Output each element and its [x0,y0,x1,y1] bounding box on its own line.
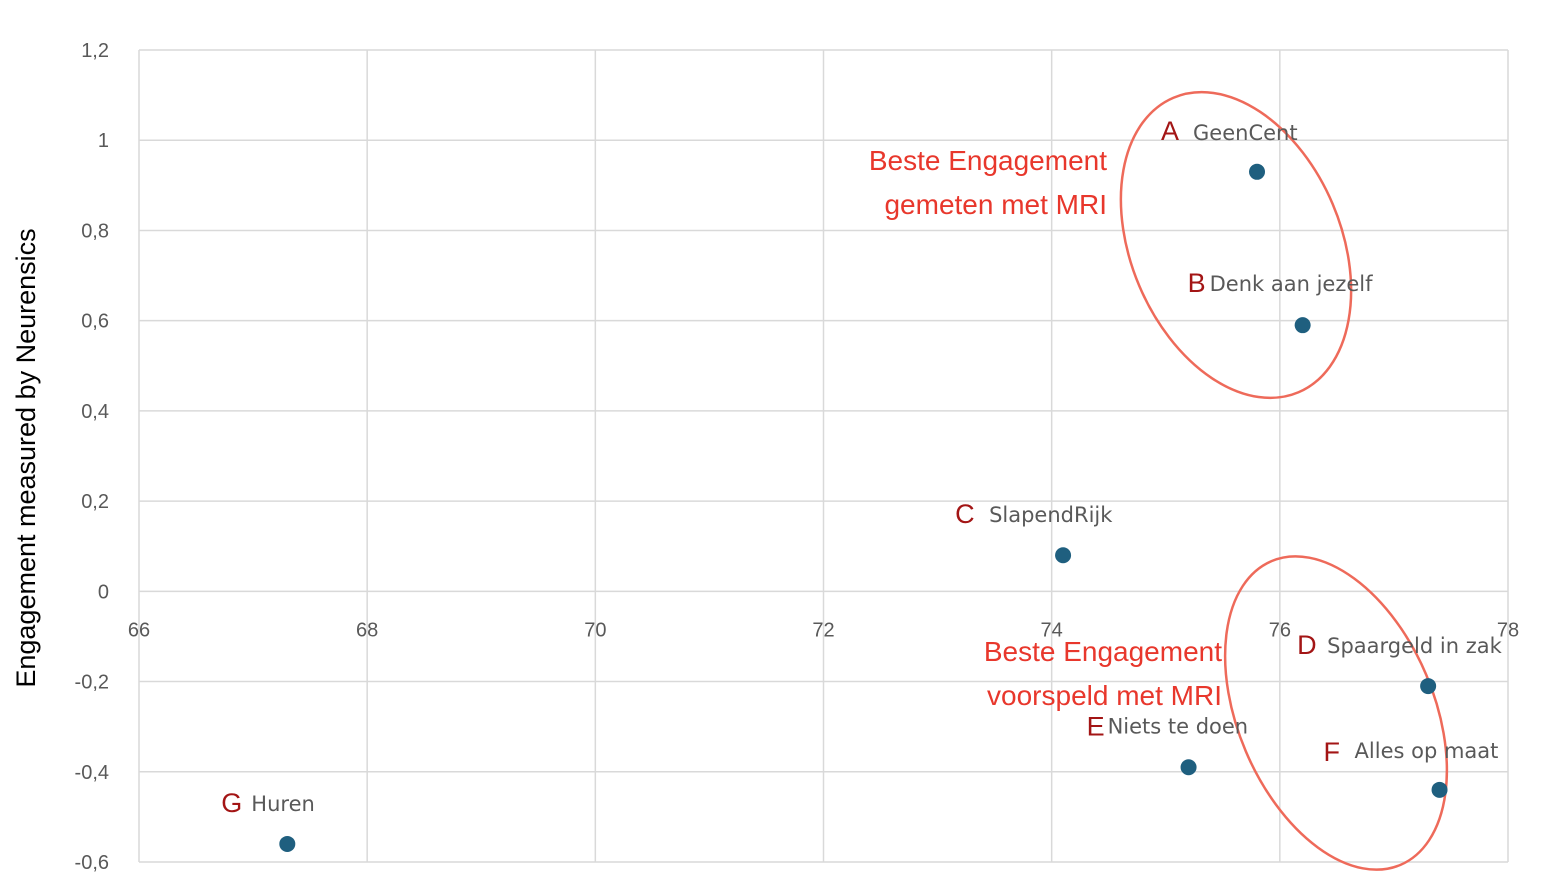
point-letter-a: A [1161,116,1179,146]
highlight-ellipses [1119,90,1449,871]
point-letter-g: G [221,788,242,818]
point-label-f: Alles op maat [1355,739,1499,763]
data-point-a [1249,163,1266,180]
y-axis-label: Engagement measured by Neurensics [11,228,41,687]
x-tick-label: 68 [356,619,378,641]
data-point-b [1294,317,1311,334]
y-tick-label: 0,2 [81,491,109,513]
point-label-d: Spaargeld in zak [1327,634,1502,658]
data-point-e [1180,759,1197,776]
point-layer: A GeenCent B Denk aan jezelf C SlapendRijk D Sp… [221,116,1503,852]
point-label-g: Huren [251,792,315,816]
y-tick-label: -0,4 [75,762,109,784]
point-letter-d: D [1297,630,1317,660]
y-tick-label: 1 [98,130,109,152]
y-tick-label: -0,2 [75,672,109,694]
x-tick-label: 76 [1269,619,1291,641]
highlight-ellipse-bottom [1223,555,1449,871]
x-tick-label: 66 [128,619,150,641]
annotation-bottom-line-1: Beste Engagement [984,636,1222,667]
tick-layer: -0,6 -0,4 -0,2 0 0,2 0,4 0,6 0,8 1 1,2 66 68 70 72 74 7… [75,40,1520,874]
point-label-b: Denk aan jezelf [1210,272,1373,296]
point-label-a: GeenCent [1193,121,1298,145]
y-tick-label: 0 [98,581,109,603]
point-letter-e: E [1087,711,1105,741]
data-point-g [279,835,296,852]
y-tick-label: 0,8 [81,220,109,242]
annotation-top-line-1: Beste Engagement [869,145,1107,176]
point-letter-c: C [955,499,975,529]
annotation-bottom-line-2: voorspeld met MRI [987,680,1222,711]
grid-layer [138,49,1509,863]
data-point-f [1431,781,1448,798]
data-point-d [1420,678,1437,695]
y-tick-label: 1,2 [81,40,109,62]
annotation-top-line-2: gemeten met MRI [884,189,1107,220]
point-label-c: SlapendRijk [989,503,1113,527]
y-tick-label: 0,6 [81,311,109,333]
y-tick-label: 0,4 [81,401,109,423]
point-label-e: Niets te doen [1108,714,1249,738]
highlight-ellipse-top [1119,90,1353,400]
x-tick-label: 72 [812,619,834,641]
annotation-layer: Beste Engagement gemeten met MRI Beste E… [869,145,1222,711]
x-tick-label: 78 [1497,619,1519,641]
x-tick-label: 70 [584,619,606,641]
x-tick-label: 74 [1041,619,1063,641]
y-tick-label: -0,6 [75,852,109,874]
point-letter-b: B [1188,268,1206,298]
point-letter-f: F [1324,737,1341,767]
data-point-c [1055,547,1072,564]
